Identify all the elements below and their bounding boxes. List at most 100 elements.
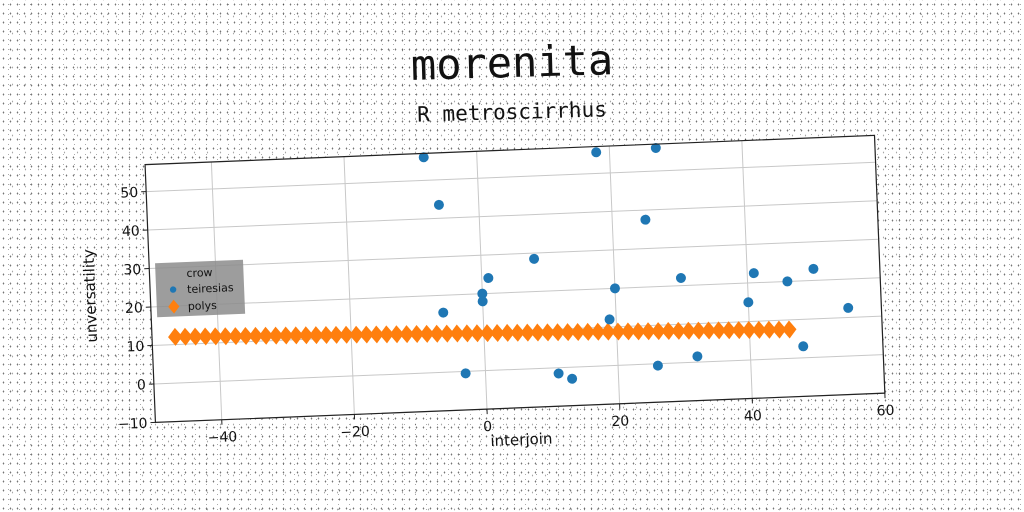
polys-point (631, 322, 646, 341)
polys-point (248, 326, 263, 345)
polys-point (772, 320, 787, 339)
polys-point (379, 325, 394, 344)
plot-frame (144, 134, 886, 424)
polys-point (298, 326, 314, 345)
polys-point (671, 321, 686, 340)
x-tick-label: 20 (611, 413, 629, 430)
teiresias-point (477, 288, 488, 299)
plot-background (145, 135, 885, 423)
x-tick-label: −20 (340, 424, 370, 441)
polys-point (621, 322, 636, 341)
y-tick-label: 40 (122, 223, 140, 240)
polys-point (278, 326, 294, 345)
polys-point (389, 325, 404, 344)
teiresias-point (460, 368, 471, 379)
data-marks (168, 142, 854, 384)
polys-point (228, 327, 243, 346)
polys-point (701, 321, 716, 340)
polys-point (782, 320, 797, 339)
teiresias-point (640, 214, 651, 225)
x-tick-label: −40 (207, 429, 237, 446)
polys-point (500, 323, 515, 342)
teiresias-point (652, 360, 663, 371)
legend-label-crow: crow (186, 266, 213, 280)
polys-point (218, 327, 233, 346)
teiresias-point (843, 302, 854, 313)
teiresias-point (567, 373, 578, 384)
polys-point (429, 324, 445, 343)
polys-point (198, 327, 213, 346)
axis-ticks: −40 −20 0 20 40 60 −10 0 10 20 30 40 50 (118, 185, 895, 446)
teiresias-point (604, 314, 615, 325)
polys-point (530, 323, 545, 342)
grid-line-x (608, 145, 621, 404)
teiresias-point (591, 147, 602, 158)
polys-point (641, 322, 656, 341)
polys-point (470, 324, 485, 343)
polys-point (449, 324, 465, 343)
polys-point (651, 322, 666, 341)
polys-point (490, 324, 505, 342)
polys-point (610, 322, 626, 341)
x-tick-label: 60 (876, 403, 894, 420)
y-tick-label: 50 (120, 185, 138, 202)
polys-point (550, 323, 565, 342)
y-tick-label: 10 (126, 339, 144, 356)
teiresias-point (748, 268, 759, 279)
polys-point (439, 324, 455, 343)
polys-point (711, 321, 727, 340)
plot-group: −40 −20 0 20 40 60 −10 0 10 20 30 40 50 interjoin un… (79, 134, 895, 450)
polys-point (751, 320, 767, 339)
legend-box (155, 259, 246, 318)
grid-line-y (149, 238, 879, 270)
legend-label-polys: polys (188, 299, 218, 313)
polys-point (339, 325, 354, 344)
polys-point (419, 324, 435, 343)
polys-point (208, 327, 223, 346)
polys-point (319, 326, 334, 345)
y-tick-label: 0 (137, 377, 147, 393)
y-tick-label: 20 (125, 300, 143, 317)
polys-point (520, 323, 535, 342)
x-axis-label: interjoin (490, 430, 553, 450)
grid-line-y (150, 277, 881, 308)
teiresias-point (553, 368, 564, 379)
teiresias-point (808, 263, 819, 274)
teiresias-point (692, 351, 703, 362)
polys-point (731, 321, 747, 340)
teiresias-point (650, 142, 661, 153)
polys-point (178, 327, 193, 346)
grid-line-x (343, 156, 355, 415)
polys-point (399, 325, 414, 344)
polys-point (288, 326, 304, 345)
teiresias-point (609, 283, 620, 294)
polys-point (721, 321, 737, 340)
polys-point (480, 324, 495, 343)
teiresias-point (743, 297, 754, 308)
y-tick-label: −10 (118, 416, 148, 433)
teiresias-point (675, 272, 686, 283)
teiresias-point (798, 341, 809, 352)
polys-point (580, 322, 596, 341)
polys-point (570, 323, 586, 342)
teiresias-point (418, 152, 429, 163)
polys-point (168, 327, 183, 346)
polys-point (761, 320, 777, 339)
grid-line-y (153, 354, 884, 385)
grid-line-y (147, 200, 878, 231)
polys-point (238, 327, 253, 345)
grid-line-x (476, 151, 488, 410)
polys-point (600, 322, 616, 341)
teiresias-point (433, 199, 444, 210)
polys-point (359, 325, 374, 344)
polys-point (188, 327, 203, 346)
teiresias-point (438, 307, 449, 318)
polys-point (661, 321, 676, 340)
polys-point (409, 324, 425, 343)
polys-point (369, 325, 384, 344)
x-tick-label: 40 (744, 408, 762, 425)
polys-point (258, 326, 274, 345)
polys-point (590, 322, 606, 341)
